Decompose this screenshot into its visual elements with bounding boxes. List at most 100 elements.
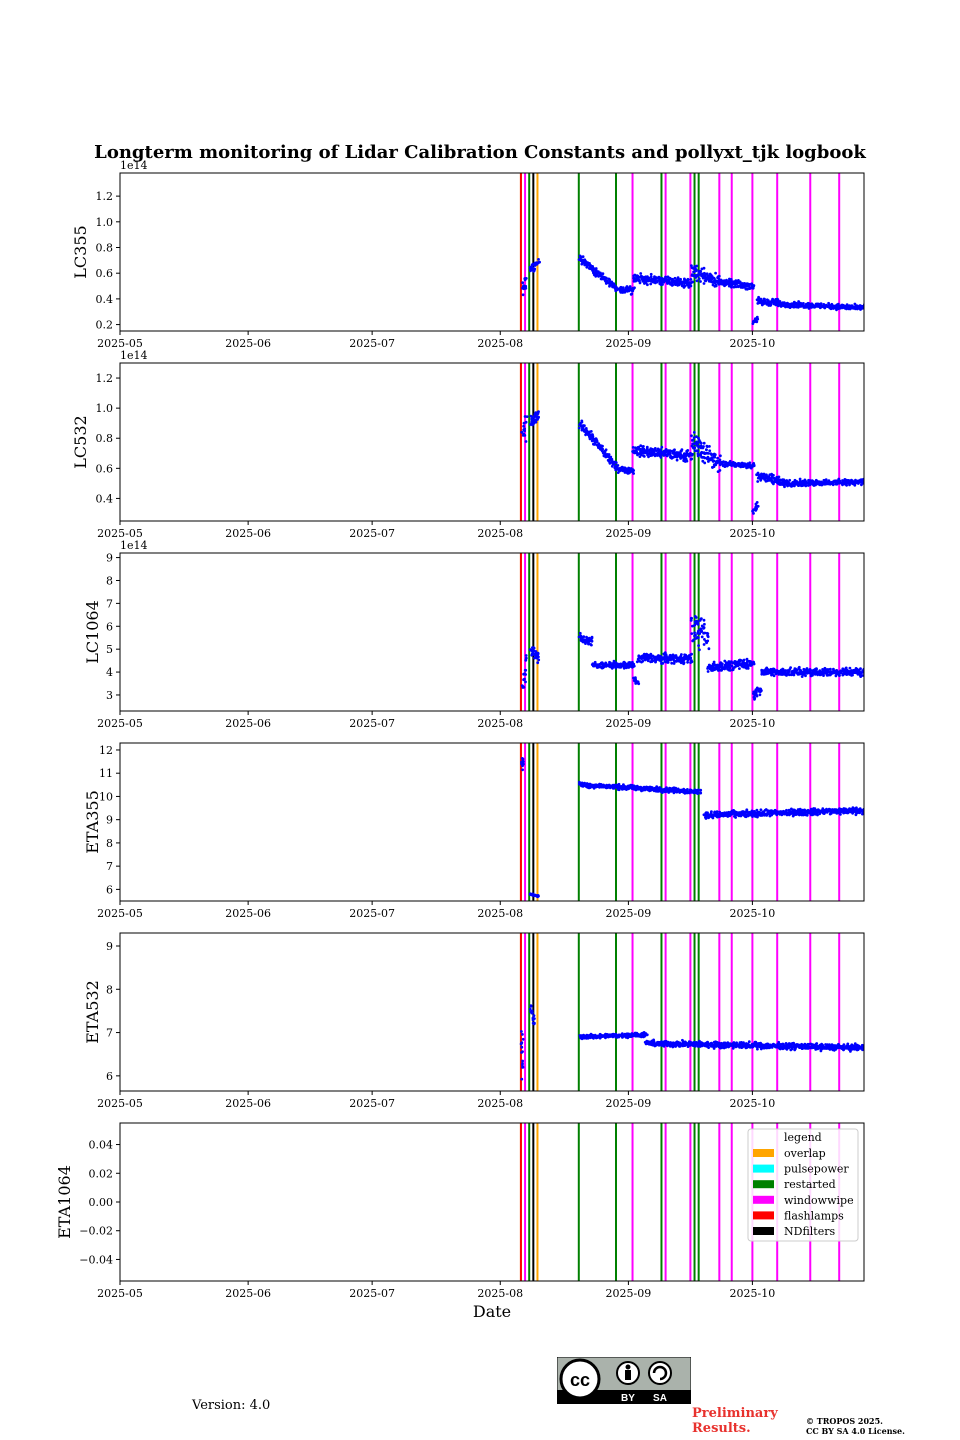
- data-point: [522, 424, 525, 428]
- data-point: [750, 282, 754, 286]
- data-point: [607, 453, 611, 456]
- data-point: [645, 1033, 649, 1037]
- data-point: [695, 264, 699, 268]
- data-point: [620, 785, 624, 788]
- data-point: [720, 668, 723, 672]
- event-lines: [519, 553, 841, 711]
- data-point: [683, 455, 687, 459]
- data-point: [589, 430, 593, 433]
- data-point: [711, 456, 714, 459]
- data-point: [674, 659, 678, 663]
- data-point: [692, 274, 695, 277]
- axes-frame: [119, 172, 865, 332]
- data-point: [717, 1042, 721, 1046]
- data-point: [536, 895, 540, 899]
- data-point: [706, 670, 710, 673]
- data-point: [524, 656, 528, 660]
- data-point: [703, 456, 707, 460]
- data-point: [680, 653, 683, 656]
- data-point: [669, 658, 672, 662]
- data-point: [745, 808, 749, 812]
- data-point: [753, 697, 756, 701]
- data-point: [777, 673, 781, 676]
- data-point: [674, 283, 677, 286]
- data-point: [711, 816, 715, 820]
- data-point: [632, 472, 635, 475]
- x-tick-label: 2025-08: [477, 717, 523, 730]
- data-point: [727, 810, 731, 814]
- data-point: [692, 431, 696, 434]
- data-point: [520, 1077, 524, 1081]
- data-point: [712, 660, 716, 664]
- data-point: [524, 440, 528, 443]
- data-point: [710, 453, 713, 456]
- data-point: [823, 306, 827, 310]
- data-point: [807, 307, 811, 310]
- data-point: [694, 616, 698, 619]
- data-point: [757, 296, 760, 300]
- data-point: [693, 446, 697, 450]
- data-point: [851, 673, 854, 677]
- data-point: [649, 272, 653, 276]
- data-point: [718, 458, 722, 462]
- data-point: [734, 285, 738, 289]
- data-point: [598, 662, 601, 666]
- data-point: [777, 669, 781, 673]
- data-point: [633, 286, 636, 290]
- data-point: [601, 447, 604, 451]
- data-point: [591, 269, 595, 272]
- data-point: [534, 411, 538, 414]
- data-point: [702, 282, 706, 285]
- data-point: [521, 293, 525, 297]
- data-point: [524, 673, 527, 676]
- event-lines: [519, 933, 841, 1091]
- data-point: [713, 453, 717, 457]
- y-tick-label: 0.6: [96, 267, 114, 280]
- data-point: [706, 273, 709, 277]
- data-point: [700, 629, 704, 633]
- y-tick-label: 8: [106, 574, 113, 587]
- data-point: [659, 456, 663, 459]
- data-point: [723, 1041, 727, 1045]
- data-point: [690, 434, 693, 438]
- data-point: [755, 501, 759, 504]
- data-point: [641, 659, 645, 663]
- data-point: [734, 816, 737, 819]
- data-point: [844, 666, 848, 670]
- data-point: [708, 458, 712, 462]
- data-point: [615, 465, 618, 468]
- data-point: [864, 673, 867, 676]
- data-point: [691, 438, 695, 442]
- data-point: [692, 270, 695, 274]
- data-point: [596, 1034, 600, 1038]
- y-tick-label: 9: [106, 552, 113, 565]
- data-point: [653, 447, 657, 450]
- data-point: [642, 445, 645, 448]
- data-point: [706, 455, 710, 459]
- x-tick-label: 2025-07: [349, 717, 395, 730]
- data-point: [520, 1041, 524, 1045]
- data-point: [759, 297, 763, 301]
- data-point: [690, 790, 693, 794]
- data-point: [675, 458, 679, 462]
- data-point: [725, 464, 729, 468]
- data-point: [645, 445, 649, 449]
- data-point: [702, 643, 706, 646]
- data-point: [522, 421, 526, 425]
- data-point: [696, 636, 700, 640]
- data-point: [679, 658, 683, 661]
- data-point: [795, 480, 798, 483]
- data-points: [520, 757, 868, 899]
- data-point: [537, 658, 541, 662]
- data-point: [660, 445, 664, 449]
- data-point: [705, 631, 709, 635]
- data-point: [865, 809, 868, 812]
- data-point: [760, 477, 763, 480]
- data-point: [788, 478, 792, 482]
- data-point: [683, 277, 686, 281]
- data-point: [865, 808, 868, 811]
- data-point: [804, 480, 808, 484]
- data-point: [582, 424, 585, 428]
- data-point: [631, 469, 635, 473]
- y-tick-label: 12: [99, 744, 113, 757]
